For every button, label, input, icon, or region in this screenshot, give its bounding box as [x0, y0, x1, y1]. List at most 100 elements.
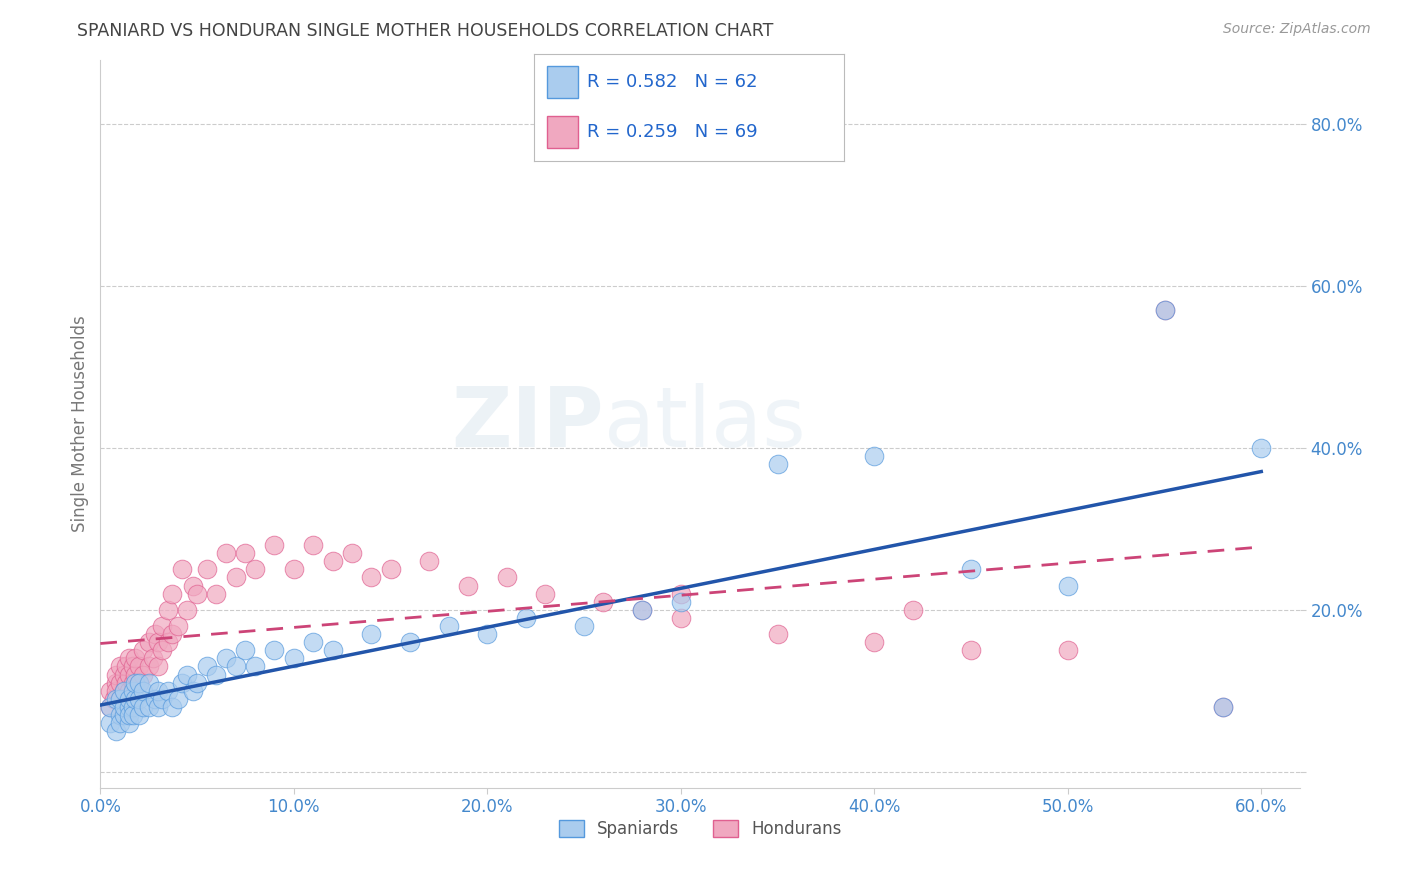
- Point: [112, 700, 135, 714]
- Text: R = 0.582   N = 62: R = 0.582 N = 62: [586, 73, 758, 91]
- Point: [1212, 700, 1234, 714]
- Point: [225, 659, 247, 673]
- Point: [148, 700, 170, 714]
- Point: [157, 603, 180, 617]
- Point: [124, 667, 146, 681]
- Point: [138, 635, 160, 649]
- Point: [166, 619, 188, 633]
- Point: [112, 683, 135, 698]
- Text: ZIP: ZIP: [451, 384, 605, 464]
- Point: [1056, 578, 1078, 592]
- Point: [399, 635, 422, 649]
- Point: [122, 659, 145, 673]
- Legend: Spaniards, Hondurans: Spaniards, Hondurans: [553, 814, 848, 845]
- Point: [572, 619, 595, 633]
- Point: [322, 554, 344, 568]
- Point: [98, 716, 121, 731]
- Point: [148, 659, 170, 673]
- Point: [118, 683, 141, 698]
- Point: [631, 603, 654, 617]
- Point: [118, 708, 141, 723]
- Text: atlas: atlas: [605, 384, 806, 464]
- Point: [243, 659, 266, 673]
- Point: [157, 635, 180, 649]
- Point: [160, 587, 183, 601]
- Point: [360, 570, 382, 584]
- Point: [225, 570, 247, 584]
- Point: [766, 457, 789, 471]
- Point: [132, 700, 155, 714]
- Point: [1153, 303, 1175, 318]
- Point: [457, 578, 479, 592]
- Point: [263, 538, 285, 552]
- Point: [150, 619, 173, 633]
- Point: [418, 554, 440, 568]
- Point: [128, 659, 150, 673]
- Point: [128, 675, 150, 690]
- Point: [142, 651, 165, 665]
- Text: R = 0.259   N = 69: R = 0.259 N = 69: [586, 123, 758, 141]
- Point: [114, 675, 136, 690]
- Point: [437, 619, 460, 633]
- Point: [1153, 303, 1175, 318]
- Point: [122, 675, 145, 690]
- Point: [901, 603, 924, 617]
- Point: [118, 667, 141, 681]
- Point: [181, 578, 204, 592]
- Point: [118, 700, 141, 714]
- Point: [138, 659, 160, 673]
- Point: [170, 562, 193, 576]
- Point: [195, 659, 218, 673]
- Point: [108, 675, 131, 690]
- Point: [124, 675, 146, 690]
- Point: [128, 708, 150, 723]
- Point: [322, 643, 344, 657]
- Point: [128, 691, 150, 706]
- Point: [112, 708, 135, 723]
- Point: [283, 562, 305, 576]
- Point: [263, 643, 285, 657]
- Point: [205, 587, 228, 601]
- Point: [340, 546, 363, 560]
- Point: [302, 635, 325, 649]
- Point: [380, 562, 402, 576]
- Point: [122, 700, 145, 714]
- Point: [669, 611, 692, 625]
- Point: [112, 683, 135, 698]
- Point: [118, 651, 141, 665]
- Point: [150, 691, 173, 706]
- Point: [215, 651, 238, 665]
- Point: [195, 562, 218, 576]
- Point: [108, 691, 131, 706]
- Point: [1250, 441, 1272, 455]
- Bar: [547, 66, 578, 98]
- Point: [235, 546, 257, 560]
- Point: [108, 659, 131, 673]
- Point: [631, 603, 654, 617]
- Point: [108, 716, 131, 731]
- Point: [1212, 700, 1234, 714]
- Point: [104, 683, 127, 698]
- Point: [1056, 643, 1078, 657]
- Point: [132, 667, 155, 681]
- Point: [138, 675, 160, 690]
- Point: [215, 546, 238, 560]
- Point: [243, 562, 266, 576]
- Point: [148, 635, 170, 649]
- Point: [176, 603, 198, 617]
- Y-axis label: Single Mother Households: Single Mother Households: [72, 316, 89, 533]
- Point: [98, 700, 121, 714]
- Point: [302, 538, 325, 552]
- Point: [148, 683, 170, 698]
- Point: [143, 691, 166, 706]
- Point: [138, 700, 160, 714]
- Point: [98, 700, 121, 714]
- Point: [124, 651, 146, 665]
- Point: [122, 708, 145, 723]
- Point: [283, 651, 305, 665]
- Point: [181, 683, 204, 698]
- Point: [108, 708, 131, 723]
- Point: [104, 691, 127, 706]
- Point: [205, 667, 228, 681]
- Point: [132, 683, 155, 698]
